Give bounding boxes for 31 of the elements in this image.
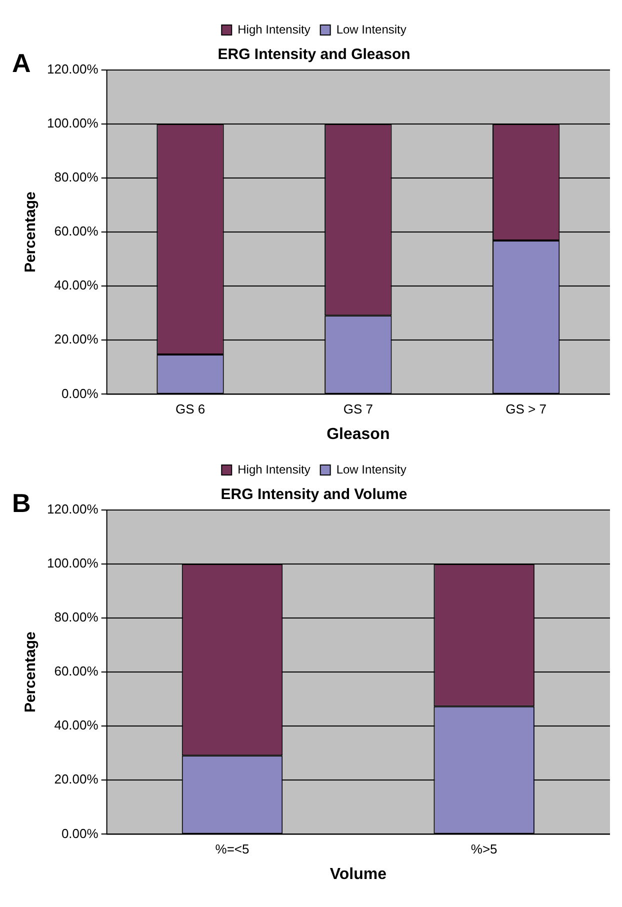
- x-tick-label: GS > 7: [506, 402, 546, 417]
- y-axis-title: Percentage: [22, 632, 40, 713]
- x-axis-title: Gleason: [326, 426, 390, 443]
- text: B: [12, 488, 31, 518]
- x-tick-label: %=<5: [215, 842, 250, 857]
- y-tick-label: 60.00%: [54, 224, 99, 239]
- legend-label: Low Intensity: [336, 22, 406, 36]
- y-tick-label: 100.00%: [46, 556, 99, 571]
- x-tick-label: %>5: [470, 842, 498, 857]
- y-tick-label: 20.00%: [54, 332, 99, 347]
- y-tick-label: 0.00%: [61, 826, 99, 841]
- x-tick-label: GS 7: [343, 402, 373, 417]
- legend-label: Low Intensity: [336, 462, 406, 476]
- y-tick-label: 120.00%: [46, 502, 99, 517]
- legend-label: High Intensity: [238, 22, 310, 36]
- y-tick-label: 100.00%: [46, 116, 99, 131]
- y-tick-label: 40.00%: [54, 718, 99, 733]
- x-tick-label: GS 6: [175, 402, 206, 417]
- y-tick-label: 20.00%: [54, 772, 99, 787]
- y-tick-label: 60.00%: [54, 664, 99, 679]
- chart-title: ERG Intensity and Volume: [220, 486, 408, 504]
- y-tick-label: 40.00%: [54, 278, 99, 293]
- y-tick-label: 120.00%: [46, 62, 99, 77]
- y-tick-label: 80.00%: [54, 610, 99, 625]
- y-axis-title: Percentage: [22, 192, 40, 273]
- y-tick-label: 80.00%: [54, 170, 99, 185]
- y-tick-label: 0.00%: [61, 386, 99, 401]
- text: A: [12, 48, 31, 78]
- x-axis-title: Volume: [330, 866, 387, 883]
- chart-title: ERG Intensity and Gleason: [218, 46, 410, 64]
- legend-label: High Intensity: [238, 462, 310, 476]
